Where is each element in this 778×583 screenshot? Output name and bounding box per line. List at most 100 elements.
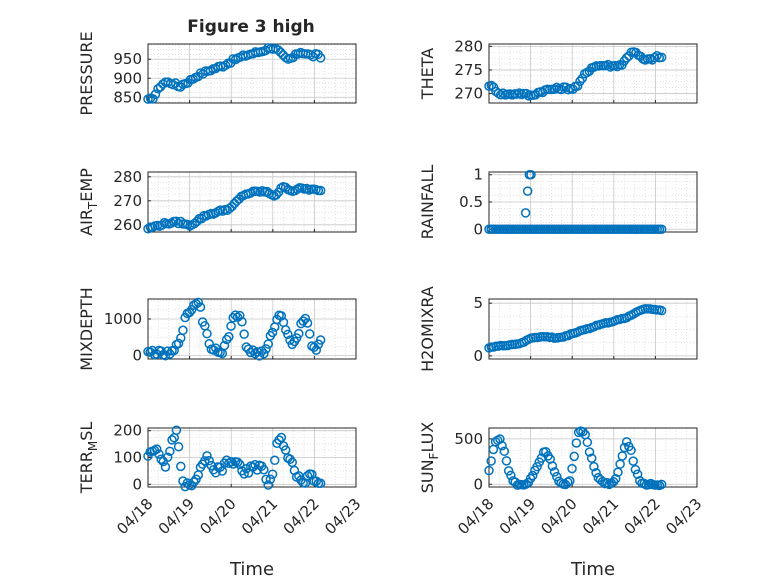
subplot-terr-msl: 0 100 200 TERRMSL 04/1804/1904/2004/2104/220… [77, 422, 364, 580]
y-tick-label: 950 [113, 50, 142, 68]
y-tick-label: 500 [454, 430, 483, 448]
data-point [656, 305, 667, 316]
data-point [497, 440, 507, 451]
x-tick-label: 04/19 [496, 495, 539, 538]
x-tick-label: 04/21 [579, 495, 622, 538]
data-point [603, 59, 613, 70]
data-point [549, 467, 560, 477]
y-tick-label: 1000 [104, 310, 142, 328]
axes-box [488, 427, 698, 488]
y-tick-label: 0.5 [459, 193, 483, 211]
x-tick-label: 04/18 [454, 495, 497, 538]
data-point [232, 457, 243, 467]
data-point [169, 433, 179, 443]
data-point [261, 474, 271, 485]
data-point [220, 60, 231, 71]
data-point [162, 452, 173, 462]
data-point [302, 318, 313, 328]
data-point [488, 444, 499, 455]
subplot-sun-flux: 0 500 SUNFLUX 04/1804/1904/2004/2104/2204/2… [418, 422, 705, 580]
data-point [621, 313, 632, 323]
data-point [227, 201, 237, 212]
data-point [526, 169, 536, 180]
data-point [235, 310, 245, 321]
data-point [173, 218, 184, 229]
data-point [501, 456, 512, 466]
data-point [160, 350, 171, 361]
data-point [150, 89, 161, 99]
y-tick-label: 260 [113, 216, 142, 234]
y-axis-label: SUNFLUX [418, 422, 441, 494]
data-point [173, 338, 184, 349]
data-point [610, 473, 621, 484]
data-point [226, 321, 236, 331]
axes-box [488, 43, 698, 104]
data-point [245, 347, 256, 358]
x-tick-label: 04/18 [113, 495, 156, 538]
data-point [283, 329, 293, 340]
data-point [315, 335, 326, 345]
data-point [151, 444, 162, 454]
y-tick-label: 280 [454, 37, 483, 55]
data-point [567, 463, 577, 474]
data-point [276, 311, 287, 321]
y-tick-label: 280 [113, 168, 142, 186]
x-tick-label: 04/20 [537, 495, 580, 538]
data-point [165, 446, 175, 457]
y-axis-label: AIRTEMP [77, 168, 100, 236]
data-point [205, 66, 216, 76]
data-point [239, 469, 249, 479]
data-point [147, 222, 158, 233]
data-point [311, 345, 322, 355]
data-point [300, 313, 311, 324]
data-point [276, 432, 287, 443]
data-point [239, 329, 249, 339]
y-tick-label: 900 [113, 69, 142, 87]
data-point [169, 345, 179, 356]
data-point [486, 456, 496, 466]
data-point [274, 435, 284, 445]
data-point [271, 190, 282, 200]
data-point [195, 302, 206, 312]
data-point [495, 90, 506, 100]
x-tick-label: 04/23 [662, 495, 705, 538]
y-tick-label: 5 [473, 294, 483, 312]
data-point [171, 425, 182, 435]
data-point [153, 83, 163, 94]
x-tick-label: 04/22 [280, 495, 323, 538]
data-point [495, 434, 505, 444]
data-point [484, 465, 494, 476]
data-point [551, 471, 562, 482]
data-point [148, 94, 158, 104]
data-point [586, 453, 597, 463]
data-point [503, 466, 514, 476]
data-point [514, 88, 525, 98]
data-point [267, 469, 278, 479]
data-point [235, 459, 245, 470]
y-tick-label: 270 [113, 192, 142, 210]
x-tick-label: 04/20 [196, 495, 239, 538]
axes-box [147, 298, 357, 360]
data-point [263, 480, 273, 490]
data-point [315, 478, 326, 489]
data-point [228, 312, 238, 323]
data-point [173, 441, 184, 452]
data-point [157, 220, 167, 230]
data-point [589, 461, 599, 472]
data-point [547, 461, 558, 471]
y-axis-label: TERRMSL [77, 422, 100, 495]
data-point [230, 54, 241, 65]
data-point [193, 297, 204, 308]
data-point [626, 445, 636, 456]
data-point [652, 50, 662, 61]
subplot-theta: 270 275 280 THETA [418, 37, 698, 104]
data-point [499, 446, 510, 457]
data-point [315, 53, 326, 63]
y-axis-label: RAINFALL [418, 165, 437, 240]
data-point [572, 81, 583, 91]
data-point [155, 82, 166, 92]
data-point [259, 464, 269, 475]
x-tick-label: 04/19 [155, 495, 198, 538]
